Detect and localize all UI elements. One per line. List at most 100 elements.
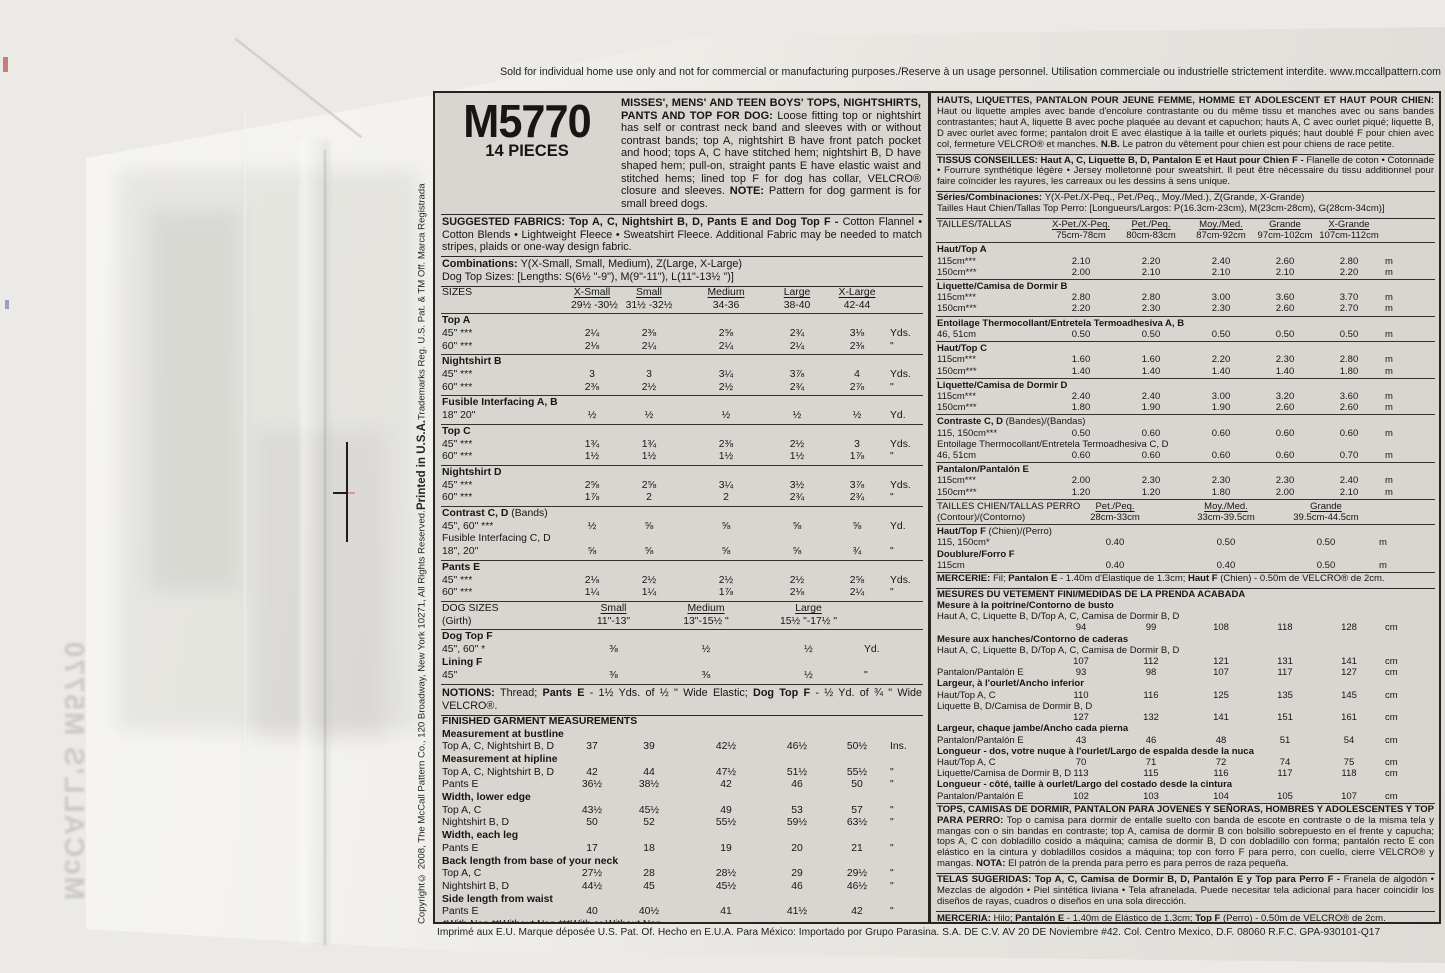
table-row: 60" *** 2⅜ 2½ 2½ 2¾ 2⅞ " [442,381,894,393]
table-row: Longueur - côté, taille à ourlet/Largo d… [937,779,1233,791]
pattern-number-block: M5770 14 PIECES [443,97,611,210]
yardage-table-metric: TAILLES/TALLAS X-Pet./X-Peq. Pet./Peq. Moy.… [936,219,1435,498]
pattern-number: M5770 [463,95,591,147]
table-row: Pantalon/Pantalón E 43 46 48 51 54 cm [937,734,1398,746]
table-row: Measurement at hipline [442,753,558,765]
table-row: TAILLES CHIEN/TALLAS PERRO Pet./Peq. Moy./… [936,498,1435,512]
table-row: Haut/Top A, C 110 116 125 135 145 cm [937,689,1398,701]
table-row: 150cm*** 1.80 1.90 1.90 2.60 2.60 m [937,402,1393,414]
pattern-header: M5770 14 PIECES MISSES', MENS' AND TEEN … [441,95,923,216]
table-row: Largeur, chaque jambe/Ancho cada pierna [937,723,1129,735]
table-row: 46, 51cm 0.50 0.50 0.50 0.50 0.50 m [937,328,1393,340]
scan-artifact [3,57,8,72]
table-row: 94 99 108 118 128 cm [1075,622,1398,634]
table-row: TAILLES/TALLAS X-Pet./X-Peq. Pet./Peq. Moy.… [937,219,1370,231]
registration-mark [348,492,355,494]
combinations-block: Combinations: Y(X-Small, Small, Medium),… [441,257,923,287]
table-row: 45" *** 3 3 3¼ 3⅞ 4 Yds. [442,369,911,381]
table-row: Top A, C 27½ 28 28½ 29 29½ " [442,868,894,880]
table-row: Pantalon/Pantalón E [936,462,1435,475]
table-row: 45" *** 2¼ 2⅜ 2⅝ 2¾ 3⅛ Yds. [442,327,911,339]
showthrough-smudge [118,170,418,730]
table-row: 60" *** 1⅞ 2 2 2¾ 2¾ " [442,492,894,504]
table-row: Nightshirt B, D 50 52 55½ 59½ 63½ " [442,817,894,829]
table-row: Doublure/Forro F [937,548,1015,560]
table-row: Pants E [441,559,923,575]
table-row: 45" *** 2⅛ 2½ 2½ 2½ 2⅝ Yds. [442,574,911,586]
table-row: Contrast C, D (Bands) [441,506,923,521]
table-row: MESURES DU VETEMENT FINI/MEDIDAS DE LA P… [937,588,1246,600]
dog-yardage-table-metric: TAILLES CHIEN/TALLAS PERRO Pet./Peq. Moy./… [936,498,1435,571]
table-row: Width, lower edge [442,792,531,804]
usage-notice: Sold for individual home use only and no… [500,66,1441,78]
table-row: 115, 150cm*** 0.50 0.60 0.60 0.60 0.60 m [937,427,1393,439]
table-row: 115cm*** 1.60 1.60 2.20 2.30 2.80 m [937,354,1393,366]
table-row: Pants E 40 40½ 41 41½ 42 " [442,906,894,918]
table-row: Top A, C, Nightshirt B, D 37 39 42½ 46½ 50½ In… [442,741,907,753]
table-row: 150cm*** 1.20 1.20 1.80 2.00 2.10 m [937,486,1393,498]
series-line: Séries/Combinaciones: Y(X-Pet./X-Peq., P… [937,192,1305,204]
table-row: FINISHED GARMENT MEASUREMENTS [442,715,638,727]
table-row: 107 112 121 131 141 cm [1073,656,1398,668]
table-row: 45" ⅜ ⅜ ½ " [442,669,868,681]
table-row: Pantalon/Pantalón E 102 103 104 105 107 cm [937,790,1398,802]
table-row: 45", 60" *** ½ ⅝ ⅝ ⅝ ⅝ Yd. [442,520,906,532]
table-row: Longueur - dos, votre nuque à l'ourlet/L… [937,745,1254,757]
dog-top-sizes-line: Dog Top Sizes: [Lengths: S(6½ "-9"), M(9… [442,270,734,283]
table-row: Mesure aux hanches/Contorno de caderas [937,633,1129,645]
table-row: 115cm*** 2.80 2.80 3.00 3.60 3.70 m [937,292,1393,304]
table-row: Liquette/Camisa de Dormir D [936,377,1435,391]
copyright-sideways-text: Copyright© 2008, The McCall Pattern Co.,… [416,183,428,924]
table-row: Measurement at bustline [442,728,564,740]
envelope-crease [300,140,330,945]
spanish-description: TOPS, CAMISAS DE DORMIR, PANTALON PARA J… [936,802,1435,875]
suggested-fabrics: SUGGESTED FABRICS: Top A, C, Nightshirt … [441,215,923,258]
table-row: 18", 20" ⅝ ⅝ ⅝ ⅝ ¾ " [442,546,894,558]
mesures-table: MESURES DU VETEMENT FINI/MEDIDAS DE LA P… [936,589,1435,802]
mercerie: MERCERIE: Fil; Pantalon E - 1.40m d'Elas… [936,571,1435,589]
showthrough-brand-text: McCALL'S M5770 [59,639,90,900]
table-row: 115cm 0.40 0.40 0.50 m [937,559,1387,571]
table-row: SIZES X-Small Small Medium Large X-Large [442,286,876,298]
table-row: Mesure à la poitrine/Contorno de busto [937,600,1114,612]
table-row: 115cm*** 2.40 2.40 3.00 3.20 3.60 m [937,390,1393,402]
table-row: 150cm*** 2.20 2.30 2.30 2.60 2.70 m [937,303,1393,315]
table-row: Haut A, C, Liquette B, D/Top A, C, Camis… [937,611,1180,623]
table-row: 29½ -30½ 31½ -32½ 34-36 38-40 42-44 [571,299,871,311]
table-row: 60" *** 2⅛ 2¼ 2¼ 2¼ 2⅜ " [442,340,894,352]
table-row: Top C [441,423,923,439]
yardage-table-english: SIZES X-Small Small Medium Large X-Large 29½ -… [441,287,923,600]
french-description: HAUTS, LIQUETTES, PANTALON POUR JEUNE FE… [936,95,1435,155]
table-row: Liquette/Camisa de Dormir B, D 113 115 116 1… [937,768,1398,780]
table-row: Back length from base of your neck [442,855,619,867]
table-row: 115, 150cm* 0.40 0.50 0.50 m [937,537,1387,549]
telas-sugeridas: TELAS SUGERIDAS: Top A, C, Camisa de Dor… [936,874,1435,912]
import-notice: Imprimé aux E.U. Marque déposée U.S. Pat… [437,927,1381,938]
table-row: 60" *** 1½ 1½ 1½ 1½ 1⅞ " [442,451,894,463]
table-row: Width, each leg [442,830,519,842]
dog-sizes-line-metric: Tailles Haut Chien/Tallas Top Perro: [Lo… [937,203,1385,215]
table-row: (Girth) 11"-13" 13"-15½ " 15½ "-17½ " [442,615,838,627]
table-row: 45", 60" * ⅜ ½ ½ Yd. [442,644,880,656]
scan-artifact [5,300,9,309]
table-row: 127 132 141 151 161 cm [1073,712,1398,724]
table-row: Lining F [442,656,483,668]
table-row: Contraste C, D (Bandes)/(Bandas) [936,414,1435,427]
table-row: Top A, C, Nightshirt B, D 42 44 47½ 51½ 55½ " [442,766,894,778]
pattern-description: MISSES', MENS' AND TEEN BOYS' TOPS, NIGH… [621,97,921,210]
table-row: Top A [441,313,923,328]
notions: NOTIONS: Thread; Pants E - 1½ Yds. of ½ … [441,684,923,716]
table-row: Liquette B, D/Camisa de Dormir B, D [937,700,1093,712]
dog-yardage-table-english: DOG SIZES Small Medium Large (Girth) 11"-13" 1… [441,600,923,682]
envelope-crease [243,110,247,940]
table-row: Largeur, à l'ourlet/Ancho inferior [937,678,1084,690]
table-row: Haut/Top F (Chien)/(Perro) [936,524,1435,537]
table-row: Fusible Interfacing C, D [442,533,551,545]
showthrough-smudge [150,210,240,590]
table-row: 75cm-78cm 80cm-83cm 87cm-92cm 97cm-102cm 107… [1056,230,1379,242]
table-row: Pantalon/Pantalón E 93 98 107 117 127 cm [937,667,1398,679]
envelope-fold-edge [324,150,326,945]
table-row: Pants E 36½ 38½ 42 46 50 " [442,779,894,791]
table-row: Entoilage Thermocollant/Entretela Termoa… [936,315,1435,329]
table-row: Haut/Top A [936,242,1435,255]
